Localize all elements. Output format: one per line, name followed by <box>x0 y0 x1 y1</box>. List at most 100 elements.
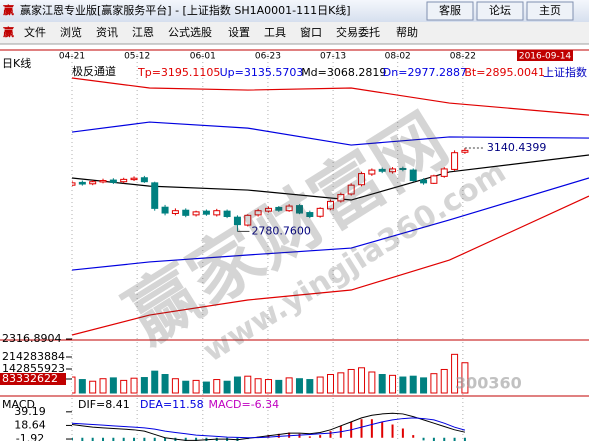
chart: 04-21 05-12 06-01 06-23 07-13 08-02 08-22 2016-… <box>0 50 589 441</box>
candle-body <box>358 173 366 186</box>
menu-item[interactable]: 文件 <box>24 25 46 39</box>
x-tick-label: 06-01 <box>190 52 216 62</box>
volume-bar <box>285 377 293 394</box>
menu-item[interactable]: 设置 <box>228 26 250 39</box>
title-button-label[interactable]: 主页 <box>539 4 561 17</box>
candle-body <box>430 175 438 184</box>
volume-bar <box>109 377 117 394</box>
title-button[interactable] <box>476 1 524 21</box>
indicator-param: Tp=3195.1105 <box>137 66 220 79</box>
volume-panel <box>72 353 469 394</box>
macd-label: DEA=11.58 <box>140 398 204 411</box>
volume-bar <box>151 370 159 394</box>
menu-item[interactable]: 交易委托 <box>336 25 380 39</box>
candle-body <box>233 216 241 226</box>
app-icon: 赢 <box>3 3 14 17</box>
volume-bar <box>275 379 283 394</box>
indicator-param: Bt=2895.0041 <box>464 66 545 79</box>
title-button[interactable] <box>426 1 474 21</box>
macd-tick-label: -1.92 <box>16 432 44 441</box>
volume-bar <box>409 375 417 394</box>
candle-body <box>171 210 179 214</box>
menu-item[interactable]: 工具 <box>264 26 286 39</box>
menu-bar <box>0 22 589 44</box>
title-buttons: 客服 论坛 主页 <box>426 1 574 21</box>
x-tick-label: 07-13 <box>320 52 346 62</box>
candle-body <box>213 210 221 216</box>
channel-line <box>72 121 589 146</box>
candle-body <box>327 200 334 210</box>
menu-item[interactable]: 帮助 <box>396 25 418 39</box>
candle-body <box>192 211 200 216</box>
volume-tick-label: 142855923 <box>2 362 65 375</box>
x-tick-label: 05-12 <box>124 52 150 62</box>
candle-body <box>451 152 459 170</box>
candle-body <box>89 181 97 185</box>
macd-panel <box>72 412 466 441</box>
volume-bar <box>430 373 438 394</box>
title-button-label[interactable]: 论坛 <box>489 3 511 17</box>
title-button[interactable] <box>526 1 574 21</box>
candle-body <box>264 207 272 212</box>
volume-bar <box>78 379 86 394</box>
candle-body <box>78 181 86 185</box>
volume-bar <box>72 376 76 394</box>
candle-body <box>244 214 252 226</box>
cursor-date-box <box>517 50 573 61</box>
indicator-param: Up=3135.5703 <box>220 66 304 79</box>
watermark-code: 300360 <box>455 374 522 393</box>
volume-bar <box>254 378 262 394</box>
menu-item[interactable]: 浏览 <box>60 25 82 39</box>
volume-bar <box>89 380 97 394</box>
volume-bar <box>223 380 231 394</box>
candle-body <box>378 168 386 172</box>
volume-bar <box>451 353 459 394</box>
chart-area <box>0 45 589 441</box>
candle-body <box>399 167 407 170</box>
menu-item[interactable]: 窗口 <box>300 25 322 39</box>
title-button-label[interactable]: 客服 <box>439 3 461 17</box>
candle-body <box>140 177 148 183</box>
x-tick-label: 06-23 <box>255 52 281 62</box>
volume-bar <box>327 374 334 394</box>
menu-item[interactable]: 江恩 <box>132 26 154 39</box>
volume-bar <box>171 378 179 394</box>
channel-line <box>72 77 589 116</box>
window-title: 赢家江恩专业版[赢家服务平台] - [上证指数 SH1A0001-111日K线] <box>20 3 351 17</box>
candle-body <box>120 178 128 183</box>
menu-item[interactable]: 公式选股 <box>168 26 212 39</box>
volume-bar <box>399 376 407 394</box>
candle-body <box>99 180 107 183</box>
menu-icon: 赢 <box>3 25 14 39</box>
candle-body <box>389 168 397 173</box>
volume-bar <box>140 377 148 394</box>
volume-bar <box>378 374 386 394</box>
volume-bar <box>420 377 428 394</box>
candle-body <box>337 193 345 202</box>
macd-tick-label: 18.64 <box>14 418 46 431</box>
candle-body <box>202 210 210 215</box>
indicator-param: Dn=2977.2887 <box>383 66 467 79</box>
period-label: 日K线 <box>2 56 31 70</box>
price-panel <box>72 77 589 336</box>
candle-body <box>316 207 324 217</box>
candle-body <box>223 210 231 217</box>
volume-bar <box>440 368 448 394</box>
volume-tick-box <box>0 372 66 385</box>
candle-body <box>347 184 355 195</box>
candle-body <box>409 169 417 182</box>
volume-bar <box>182 380 190 394</box>
volume-bar <box>161 374 169 394</box>
candle-body <box>254 210 262 216</box>
candle-body <box>295 205 303 214</box>
menu-item[interactable]: 资讯 <box>96 26 118 39</box>
x-tick-label: 04-21 <box>59 52 85 62</box>
annotation-label: 2780.7600 <box>251 224 311 237</box>
candle-body <box>368 169 376 175</box>
volume-bar <box>233 376 241 394</box>
cursor-date: 2016-09-14 <box>519 52 572 62</box>
candle-body <box>109 179 117 183</box>
macd-title: MACD <box>2 398 35 411</box>
volume-bar <box>389 374 397 394</box>
